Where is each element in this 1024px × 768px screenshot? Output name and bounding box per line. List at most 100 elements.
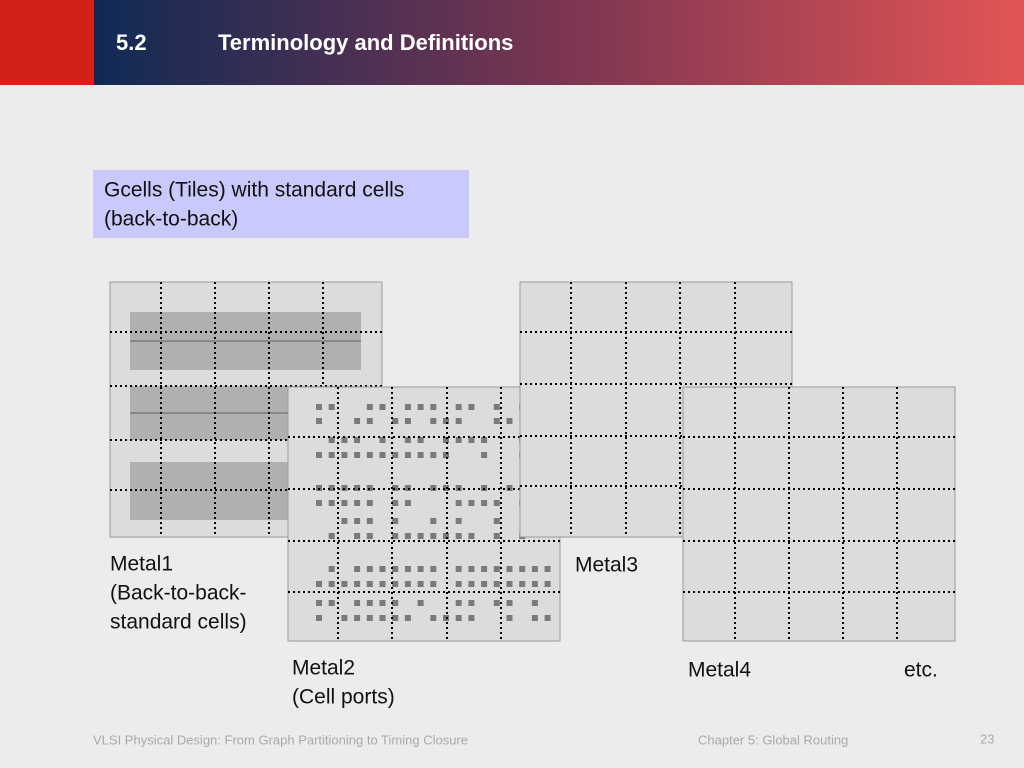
port [455, 518, 462, 524]
port [443, 437, 449, 443]
port [506, 418, 513, 424]
port [404, 566, 411, 572]
port [455, 533, 462, 539]
etc-label: etc. [904, 659, 938, 682]
port [316, 500, 322, 506]
port [366, 500, 373, 506]
port [493, 404, 500, 410]
port [328, 581, 335, 587]
port [417, 437, 424, 443]
port [468, 404, 475, 410]
port [481, 452, 488, 458]
port [379, 600, 386, 606]
port [404, 437, 411, 443]
port [379, 452, 386, 458]
layer-panel [682, 386, 956, 642]
port [316, 452, 322, 458]
port [354, 437, 361, 443]
port [468, 500, 475, 506]
port [328, 404, 335, 410]
port [417, 404, 424, 410]
port [366, 533, 373, 539]
port [468, 566, 475, 572]
port [455, 418, 462, 424]
port [366, 404, 373, 410]
port [455, 437, 462, 443]
layer-label: Metal1 [110, 553, 173, 576]
port [430, 404, 437, 410]
port [544, 615, 551, 621]
port [417, 452, 424, 458]
port [506, 615, 513, 621]
port [493, 500, 500, 506]
port [404, 404, 411, 410]
port [366, 615, 373, 621]
footer-left: VLSI Physical Design: From Graph Partiti… [93, 732, 468, 747]
port [366, 518, 373, 524]
port [493, 581, 500, 587]
footer-middle: Chapter 5: Global Routing [698, 732, 848, 747]
port [354, 500, 361, 506]
port [328, 485, 335, 491]
header-bar [94, 0, 1024, 85]
port [468, 437, 475, 443]
layer-label: Metal2 [292, 657, 355, 680]
layer-label: (Cell ports) [292, 686, 395, 709]
header-accent [0, 0, 94, 85]
port [493, 600, 500, 606]
port [531, 600, 538, 606]
layer-label: standard cells) [110, 611, 247, 634]
port [417, 600, 424, 606]
port [328, 452, 335, 458]
port [341, 437, 348, 443]
port [379, 437, 386, 443]
port [404, 452, 411, 458]
port [519, 581, 526, 587]
port [379, 566, 386, 572]
port [481, 437, 488, 443]
port [392, 615, 399, 621]
port [544, 581, 551, 587]
port [328, 500, 335, 506]
port [506, 581, 513, 587]
slide-title: Terminology and Definitions [218, 30, 513, 55]
port [366, 452, 373, 458]
port [404, 615, 411, 621]
port [417, 566, 424, 572]
port [354, 533, 361, 539]
port [493, 533, 500, 539]
port [316, 615, 322, 621]
callout-text: (back-to-back) [104, 208, 238, 231]
port [354, 418, 361, 424]
port [404, 533, 411, 539]
port [519, 566, 526, 572]
port [455, 404, 462, 410]
port [341, 615, 348, 621]
port [455, 581, 462, 587]
port [328, 600, 335, 606]
port [481, 581, 488, 587]
port [468, 533, 475, 539]
port [366, 581, 373, 587]
layer-label: Metal4 [688, 659, 751, 682]
port [493, 518, 500, 524]
port [392, 581, 399, 587]
port [468, 615, 475, 621]
port [443, 452, 449, 458]
port [455, 500, 462, 506]
port [392, 500, 399, 506]
port [404, 500, 411, 506]
port [468, 581, 475, 587]
port [404, 418, 411, 424]
port [404, 581, 411, 587]
port [531, 581, 538, 587]
port [392, 518, 399, 524]
port [354, 600, 361, 606]
callout-box [93, 170, 469, 238]
port [392, 418, 399, 424]
port [366, 418, 373, 424]
port [316, 581, 322, 587]
port [417, 581, 424, 587]
port [341, 452, 348, 458]
port [455, 600, 462, 606]
